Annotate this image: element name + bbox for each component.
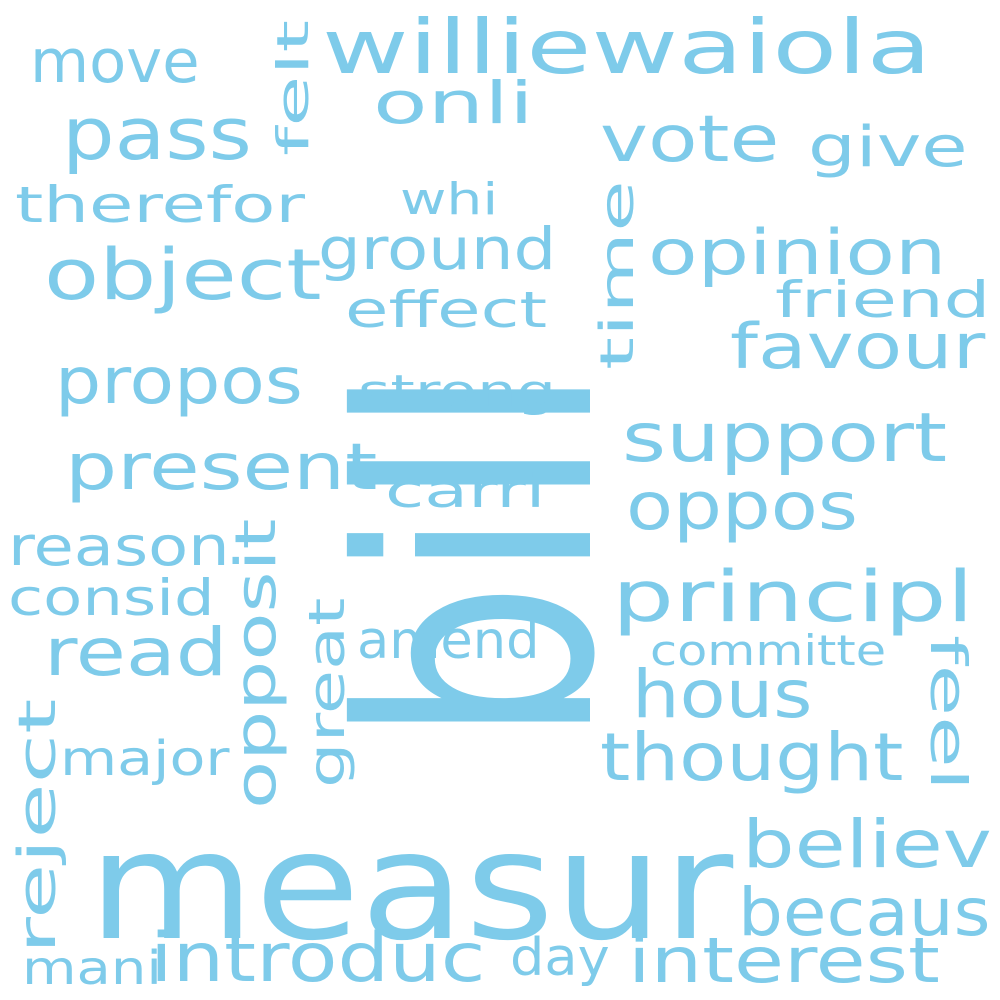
word-object: object <box>44 234 322 316</box>
word-believ: believ <box>742 806 992 883</box>
word-amend: amend <box>357 611 540 671</box>
word-pass: pass <box>62 92 252 176</box>
word-committe: committe <box>650 626 887 675</box>
word-measur: measur <box>88 800 734 974</box>
word-consid: consid <box>8 569 215 627</box>
word-therefor: therefor <box>15 176 306 234</box>
word-support: support <box>622 399 948 478</box>
word-ground: ground <box>318 215 557 283</box>
word-interest: interest <box>628 924 940 997</box>
word-becaus: becaus <box>738 874 991 951</box>
word-read: read <box>44 614 228 691</box>
word-opposit: opposit <box>224 518 289 809</box>
word-strong: strong <box>358 366 557 417</box>
word-thought: thought <box>600 719 904 796</box>
word-mani: mani <box>22 941 162 995</box>
word-felt: felt <box>268 19 319 156</box>
word-move: move <box>30 27 200 97</box>
word-give: give <box>808 115 968 180</box>
word-great: great <box>298 597 356 788</box>
word-vote: vote <box>600 103 780 177</box>
word-opinion: opinion <box>648 216 947 289</box>
word-present: present <box>65 431 378 505</box>
word-hous: hous <box>632 656 813 733</box>
word-propos: propos <box>55 345 303 419</box>
word-carri: carri <box>385 464 546 518</box>
word-friend: friend <box>775 271 991 329</box>
word-introduc: introduc <box>150 919 486 998</box>
word-principl: principl <box>612 556 974 638</box>
word-major: major <box>60 731 230 787</box>
word-onli: onli <box>373 69 534 137</box>
word-reason: reason <box>8 515 230 578</box>
word-day: day <box>510 928 610 988</box>
word-reject: reject <box>8 698 68 954</box>
word-bill: bill <box>294 365 666 745</box>
word-feel: feel <box>919 635 977 792</box>
word-time: time <box>590 180 644 370</box>
word-favour: favour <box>730 310 986 383</box>
word-oppos: oppos <box>626 468 858 545</box>
word-williewaiola: williewaiola <box>322 3 932 91</box>
word-effect: effect <box>345 281 548 339</box>
word-whi: whi <box>400 174 499 225</box>
